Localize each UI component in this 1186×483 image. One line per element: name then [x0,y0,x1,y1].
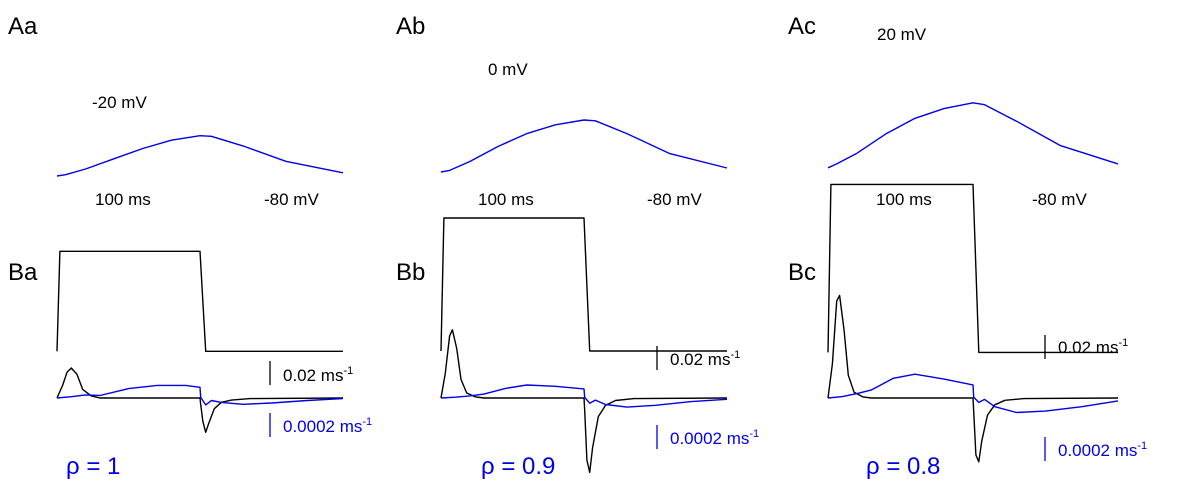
traces-layer [56,102,1119,474]
panel-label-ab: Ab [396,13,425,40]
duration-label-ac: 100 ms [876,190,932,209]
voltage-trace-bc [827,294,1119,463]
state-trace-ba [56,384,344,406]
panel-label-bc: Bc [788,259,816,286]
panel-label-ba: Ba [8,259,38,286]
voltage-trace-ab [440,217,727,352]
state-trace-bb [440,384,728,408]
panel-label-aa: Aa [8,13,38,40]
step-label-aa: -20 mV [92,93,147,112]
panel-label-bb: Bb [396,259,425,286]
rho-label-bc: ρ = 0.8 [866,453,940,480]
duration-label-aa: 100 ms [95,190,151,209]
state-trace-ab [440,119,728,173]
step-label-ab: 0 mV [488,60,528,79]
scale-label-blue-bc: 0.0002 ms-1 [1058,440,1147,460]
panel-label-ac: Ac [788,13,816,40]
holding-label-ab: -80 mV [647,190,702,209]
voltage-trace-aa [56,250,343,352]
scale-label-black-ba: 0.02 ms-1 [283,365,353,385]
holding-label-ac: -80 mV [1032,190,1087,209]
scale-label-black-bb: 0.02 ms-1 [670,349,740,369]
scale-label-black-bc: 0.02 ms-1 [1058,337,1128,357]
state-trace-ac [827,102,1119,169]
voltage-trace-ac [827,183,1118,354]
scale-label-blue-bb: 0.0002 ms-1 [670,428,759,448]
rho-label-bb: ρ = 0.9 [481,453,555,480]
step-label-ac: 20 mV [877,25,927,44]
holding-label-aa: -80 mV [264,190,319,209]
state-trace-bc [827,373,1119,414]
voltage-trace-bb [440,329,728,474]
duration-label-ab: 100 ms [478,190,534,209]
state-trace-aa [56,134,344,177]
rho-label-ba: ρ = 1 [66,453,120,480]
scale-label-blue-ba: 0.0002 ms-1 [283,416,372,436]
